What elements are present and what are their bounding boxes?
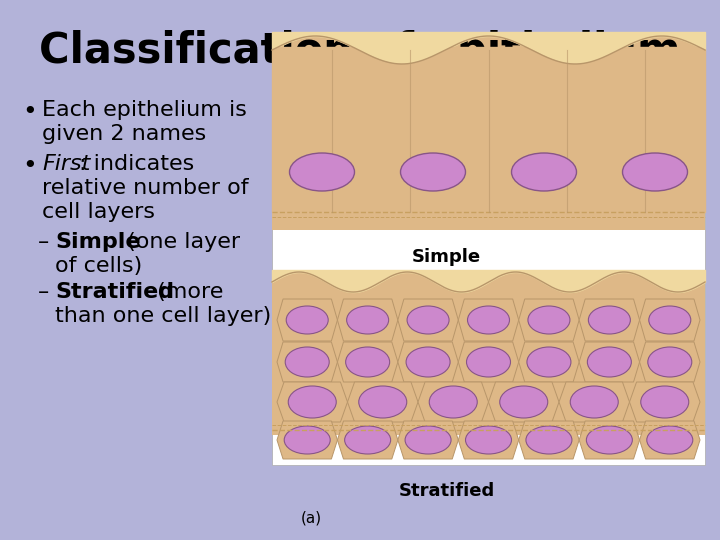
Ellipse shape [588,347,631,377]
Text: (one layer: (one layer [120,232,240,252]
Ellipse shape [647,426,693,454]
Polygon shape [398,421,459,459]
Ellipse shape [288,386,336,418]
Text: relative number of: relative number of [42,178,248,198]
Polygon shape [459,421,518,459]
Ellipse shape [429,386,477,418]
Ellipse shape [500,386,548,418]
Text: given 2 names: given 2 names [42,124,206,144]
Ellipse shape [346,306,389,334]
Polygon shape [639,299,700,341]
Polygon shape [459,299,518,341]
Text: than one cell layer): than one cell layer) [55,306,271,326]
Polygon shape [518,342,579,382]
Polygon shape [348,382,418,422]
Polygon shape [579,299,639,341]
Ellipse shape [586,426,632,454]
Ellipse shape [623,153,688,191]
Text: Each epithelium is: Each epithelium is [42,100,247,120]
Polygon shape [338,342,398,382]
Polygon shape [579,421,639,459]
Text: •: • [22,154,37,178]
Text: Stratified: Stratified [55,282,174,302]
Bar [272,32,705,230]
Polygon shape [639,421,700,459]
Ellipse shape [648,347,692,377]
Ellipse shape [466,426,511,454]
Bar [272,32,705,465]
Ellipse shape [346,347,390,377]
Polygon shape [579,342,639,382]
Ellipse shape [527,347,571,377]
Ellipse shape [400,153,466,191]
Ellipse shape [407,306,449,334]
Text: –: – [38,232,49,252]
Ellipse shape [467,347,510,377]
Polygon shape [418,382,488,422]
Text: : indicates: : indicates [79,154,194,174]
Ellipse shape [406,347,450,377]
Polygon shape [277,421,338,459]
Text: (more: (more [150,282,223,302]
Text: Classification of Epithelium: Classification of Epithelium [40,30,680,72]
Ellipse shape [649,306,690,334]
Polygon shape [459,342,518,382]
Ellipse shape [287,306,328,334]
Ellipse shape [511,153,577,191]
Polygon shape [629,382,700,422]
Ellipse shape [289,153,354,191]
Text: Stratified: Stratified [398,482,495,501]
Polygon shape [398,299,459,341]
Text: Simple: Simple [55,232,140,252]
Ellipse shape [641,386,689,418]
Ellipse shape [405,426,451,454]
Polygon shape [277,342,338,382]
Polygon shape [488,382,559,422]
Text: of cells): of cells) [55,256,143,276]
Bar [272,270,705,435]
Polygon shape [277,299,338,341]
Text: cell layers: cell layers [42,202,155,222]
Polygon shape [518,421,579,459]
Text: •: • [22,100,37,124]
Polygon shape [277,382,348,422]
Ellipse shape [284,426,330,454]
Polygon shape [559,382,629,422]
Text: Simple: Simple [412,247,481,266]
Ellipse shape [345,426,391,454]
Polygon shape [639,342,700,382]
Ellipse shape [285,347,329,377]
Ellipse shape [528,306,570,334]
Ellipse shape [588,306,630,334]
Polygon shape [398,342,459,382]
Polygon shape [518,299,579,341]
Text: –: – [38,282,49,302]
Text: First: First [42,154,91,174]
Polygon shape [338,299,398,341]
Ellipse shape [570,386,618,418]
Ellipse shape [359,386,407,418]
Ellipse shape [526,426,572,454]
Text: (a): (a) [301,511,322,526]
Ellipse shape [467,306,510,334]
Polygon shape [338,421,398,459]
